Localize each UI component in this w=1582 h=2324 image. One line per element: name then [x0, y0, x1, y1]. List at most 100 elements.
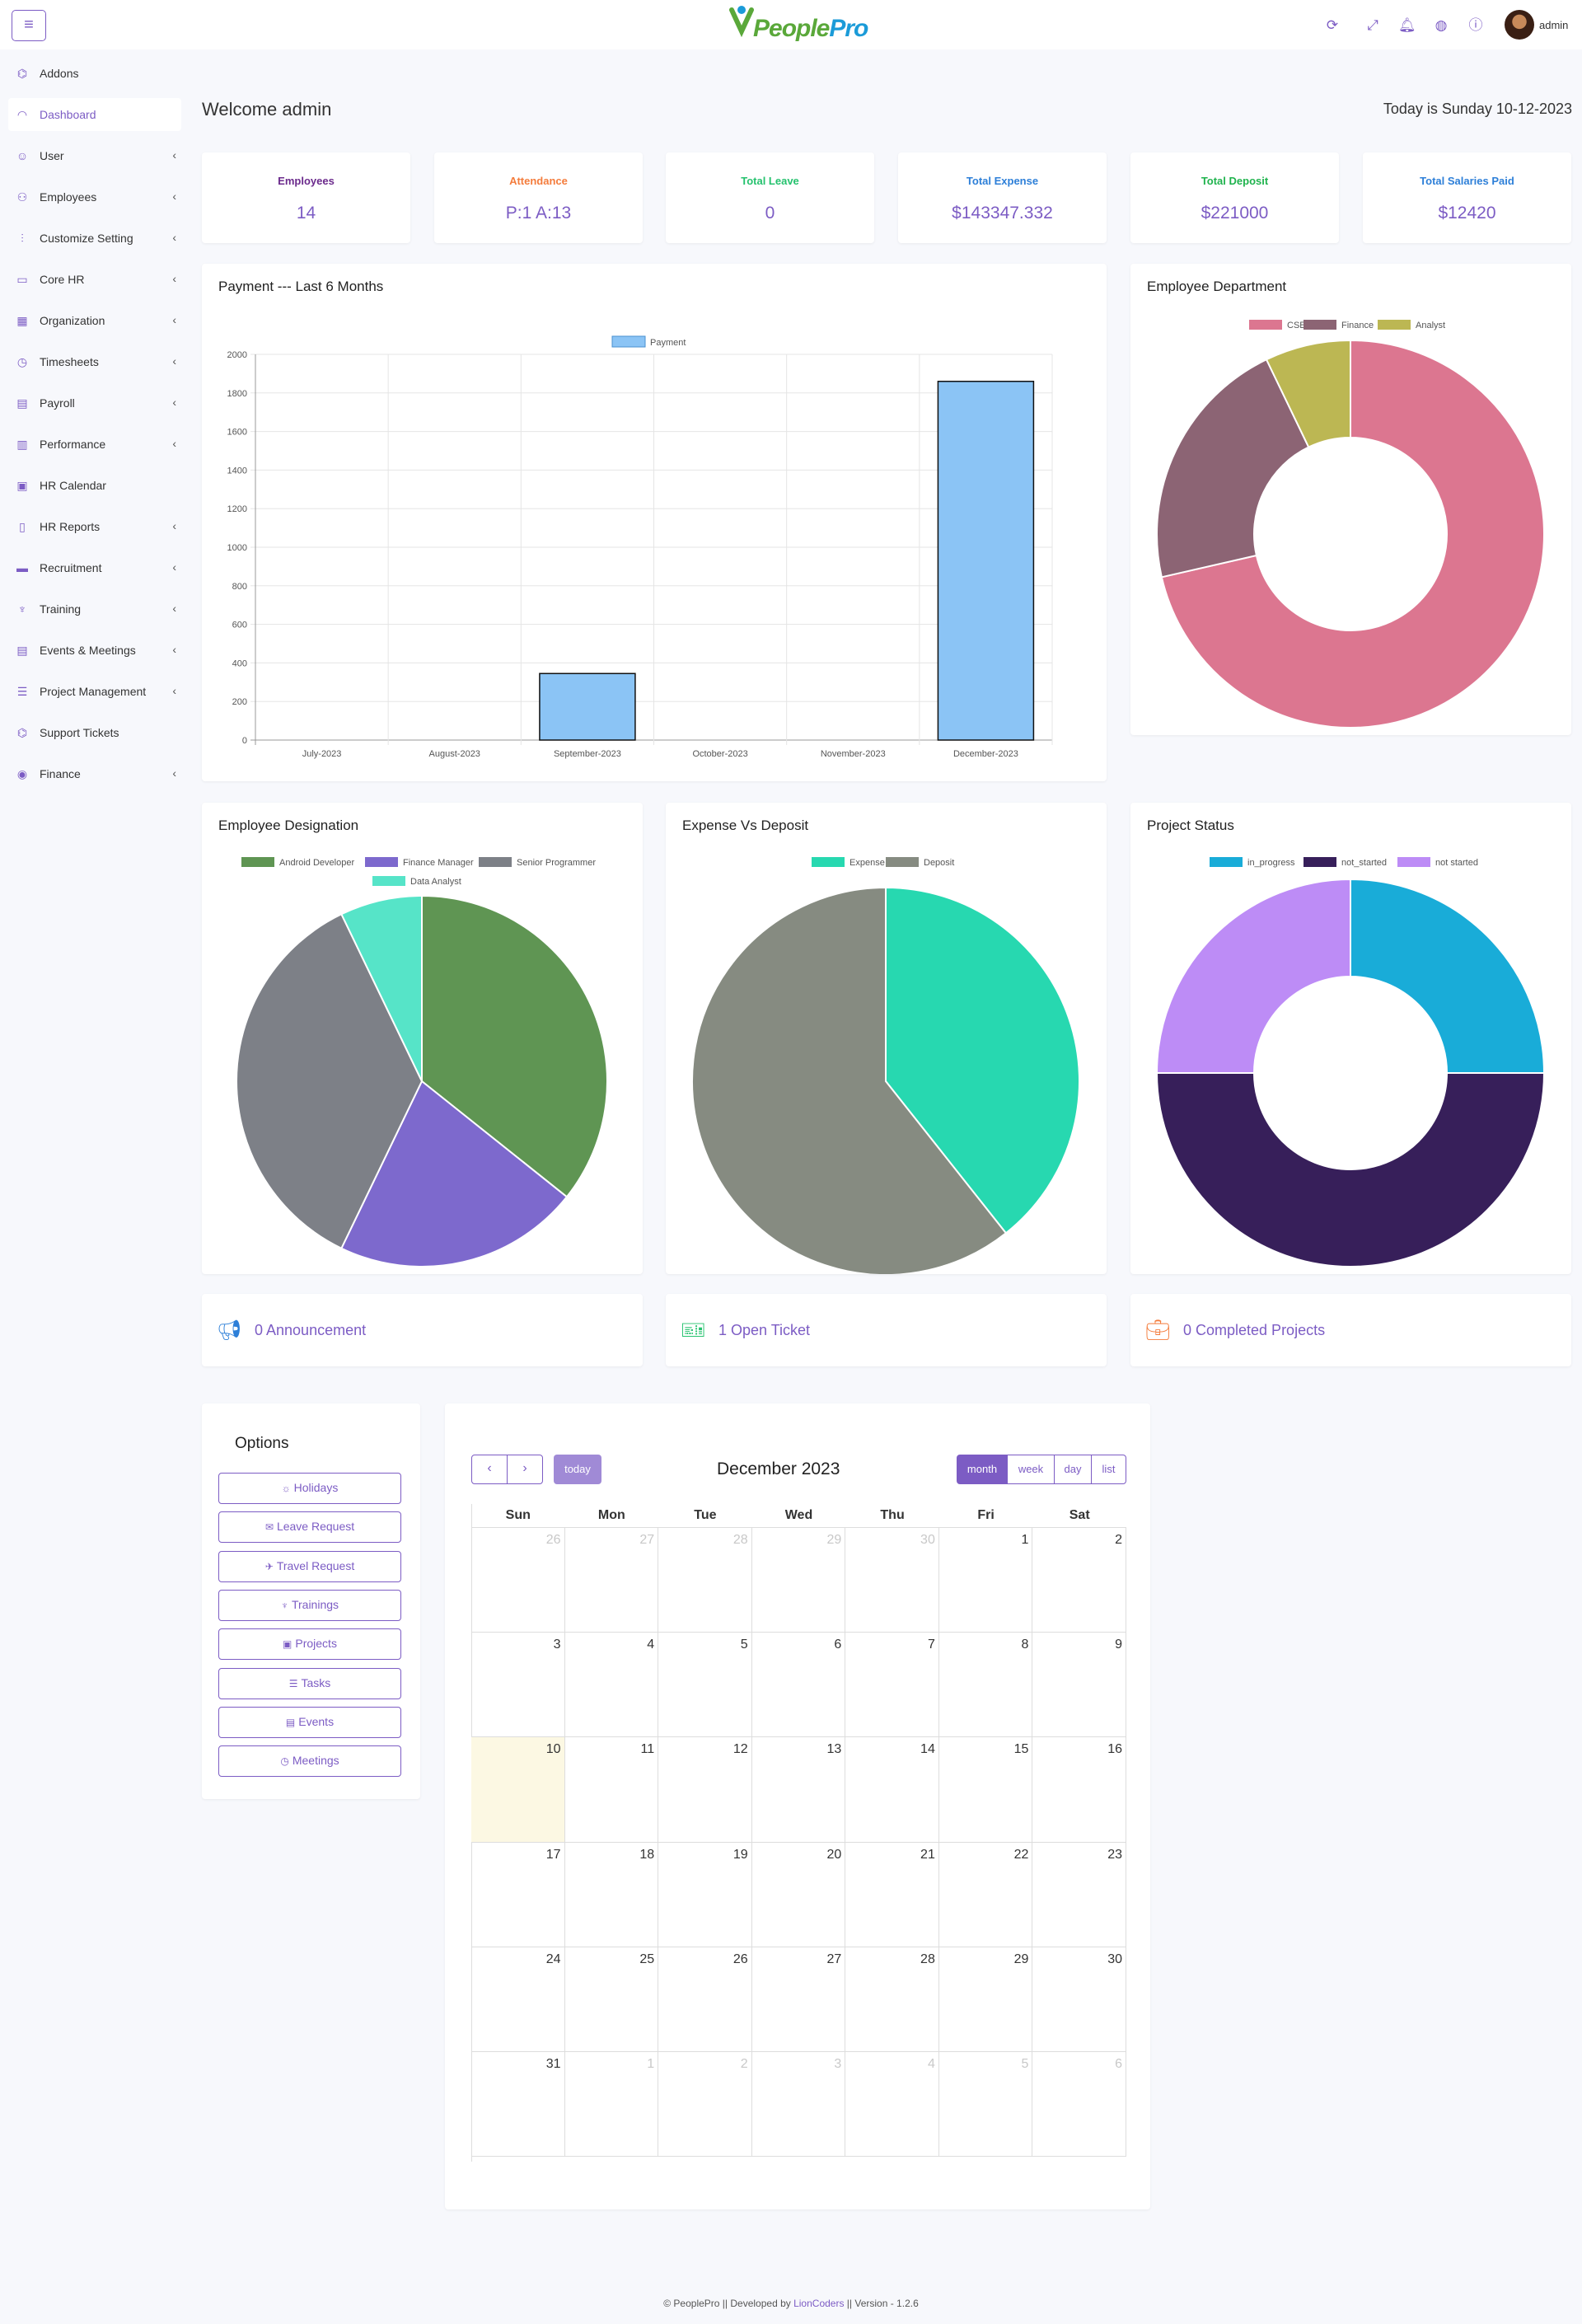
next-month-button[interactable]: ›	[507, 1455, 543, 1484]
view-list-button[interactable]: list	[1091, 1455, 1126, 1484]
calendar-day-cell[interactable]: 13	[751, 1737, 846, 1843]
meetings-button[interactable]: ◷ Meetings	[218, 1745, 401, 1778]
pie-slice[interactable]	[340, 894, 423, 1082]
tasks-button[interactable]: ☰ Tasks	[218, 1667, 401, 1699]
refresh-icon[interactable]: ⟳	[1326, 17, 1339, 33]
leave-request-button[interactable]: ✉ Leave Request	[218, 1511, 401, 1544]
sidebar-item-core-hr[interactable]: ▭ Core HR ‹	[8, 263, 181, 296]
avatar[interactable]	[1505, 10, 1534, 40]
user-name[interactable]: admin	[1539, 19, 1569, 31]
announcement-card[interactable]: 📢︎ 0 Announcement	[202, 1294, 643, 1366]
pie-slice[interactable]	[1350, 878, 1546, 1074]
sidebar-item-user[interactable]: ☺ User ‹	[8, 139, 181, 172]
calendar-day-cell[interactable]: 26	[658, 1947, 752, 2052]
calendar-day-cell[interactable]: 16	[1032, 1737, 1126, 1843]
sidebar-item-finance[interactable]: ◉ Finance ‹	[8, 757, 181, 783]
pie-slice[interactable]	[1265, 339, 1351, 448]
calendar-day-cell[interactable]: 15	[938, 1737, 1033, 1843]
pie-slice[interactable]	[1155, 1072, 1546, 1267]
hamburger-icon[interactable]: ≡	[12, 10, 46, 41]
calendar-day-cell[interactable]: 30	[1032, 1947, 1126, 2052]
calendar-day-cell[interactable]: 23	[1032, 1842, 1126, 1947]
sidebar-item-timesheets[interactable]: ◷ Timesheets ‹	[8, 345, 181, 378]
sidebar-item-employees[interactable]: ⚇ Employees ‹	[8, 180, 181, 213]
sidebar-item-support-tickets[interactable]: ⌬ Support Tickets	[8, 716, 181, 749]
completed-projects-card[interactable]: 💼︎ 0 Completed Projects	[1130, 1294, 1571, 1366]
pie-slice[interactable]	[236, 912, 424, 1250]
calendar-day-cell[interactable]: 1	[564, 2052, 659, 2158]
calendar-day-cell[interactable]: 19	[658, 1842, 752, 1947]
calendar-day-cell[interactable]: 10	[471, 1737, 565, 1843]
sidebar-item-project-management[interactable]: ☰ Project Management ‹	[8, 675, 181, 708]
holidays-button[interactable]: ☼ Holidays	[218, 1473, 401, 1504]
pie-slice[interactable]	[1155, 878, 1351, 1074]
calendar-day-cell[interactable]: 27	[751, 1947, 846, 2052]
calendar-day-cell[interactable]: 2	[1032, 1528, 1126, 1633]
bell-icon[interactable]: 🔔︎	[1398, 17, 1416, 33]
projects-button[interactable]: ▣ Projects	[218, 1628, 401, 1661]
app-logo[interactable]: PeoplePro	[725, 2, 868, 48]
prev-month-button[interactable]: ‹	[471, 1455, 508, 1484]
calendar-day-cell[interactable]: 14	[845, 1737, 939, 1843]
calendar-day-cell[interactable]: 5	[658, 1633, 752, 1738]
sidebar-item-customize-setting[interactable]: ⫶ Customize Setting ‹	[8, 222, 181, 255]
pie-slice[interactable]	[1156, 358, 1310, 579]
travel-request-button[interactable]: ✈ Travel Request	[218, 1550, 401, 1582]
calendar-day-cell[interactable]: 6	[751, 1633, 846, 1738]
calendar-day-cell[interactable]: 8	[938, 1633, 1033, 1738]
calendar-day-cell[interactable]: 6	[1032, 2052, 1126, 2158]
calendar-day-cell[interactable]: 3	[471, 1633, 565, 1738]
view-month-button[interactable]: month	[957, 1455, 1008, 1484]
sidebar-item-recruitment[interactable]: ▬ Recruitment ‹	[8, 551, 181, 584]
calendar-day-cell[interactable]: 20	[751, 1842, 846, 1947]
today-button[interactable]: today	[554, 1455, 601, 1484]
sidebar-item-payroll[interactable]: ▤ Payroll ‹	[8, 387, 181, 419]
sidebar-item-hr-reports[interactable]: ▯ HR Reports ‹	[8, 510, 181, 543]
calendar-day-cell[interactable]: 28	[845, 1947, 939, 2052]
pie-slice[interactable]	[885, 886, 1080, 1235]
sidebar-item-hr-calendar[interactable]: ▣ HR Calendar	[8, 469, 181, 502]
calendar-day-cell[interactable]: 9	[1032, 1633, 1126, 1738]
calendar-day-cell[interactable]: 5	[938, 2052, 1033, 2158]
sidebar-item-organization[interactable]: ▦ Organization ‹	[8, 304, 181, 337]
globe-icon[interactable]: ◍	[1435, 17, 1448, 33]
sidebar-item-training[interactable]: ♆ Training ‹	[8, 593, 181, 626]
trainings-button[interactable]: ♆ Trainings	[218, 1589, 401, 1621]
calendar-day-cell[interactable]: 22	[938, 1842, 1033, 1947]
calendar-day-cell[interactable]: 2	[658, 2052, 752, 2158]
view-day-button[interactable]: day	[1054, 1455, 1092, 1484]
pie-slice[interactable]	[691, 886, 1008, 1274]
pie-slice[interactable]	[340, 1080, 569, 1267]
calendar-day-cell[interactable]: 21	[845, 1842, 939, 1947]
calendar-day-cell[interactable]: 3	[751, 2052, 846, 2158]
pie-slice[interactable]	[421, 894, 608, 1198]
calendar-day-cell[interactable]: 4	[564, 1633, 659, 1738]
footer-link[interactable]: LionCoders	[793, 2298, 845, 2309]
calendar-day-cell[interactable]: 26	[471, 1528, 565, 1633]
calendar-day-cell[interactable]: 1	[938, 1528, 1033, 1633]
calendar-day-cell[interactable]: 18	[564, 1842, 659, 1947]
fullscreen-icon[interactable]: ⤢	[1367, 17, 1378, 33]
payment-bar[interactable]	[539, 672, 636, 741]
calendar-day-cell[interactable]: 11	[564, 1737, 659, 1843]
calendar-day-cell[interactable]: 24	[471, 1947, 565, 2052]
calendar-day-cell[interactable]: 30	[845, 1528, 939, 1633]
calendar-day-cell[interactable]: 29	[751, 1528, 846, 1633]
calendar-day-cell[interactable]: 31	[471, 2052, 565, 2158]
open-ticket-card[interactable]: 🎫︎ 1 Open Ticket	[666, 1294, 1107, 1366]
sidebar-item-addons[interactable]: ⌬ Addons	[8, 57, 181, 90]
calendar-day-cell[interactable]: 7	[845, 1633, 939, 1738]
sidebar-item-events-meetings[interactable]: ▤ Events & Meetings ‹	[8, 634, 181, 667]
calendar-day-cell[interactable]: 4	[845, 2052, 939, 2158]
calendar-day-cell[interactable]: 12	[658, 1737, 752, 1843]
view-week-button[interactable]: week	[1007, 1455, 1055, 1484]
sidebar-item-performance[interactable]: ▥ Performance ‹	[8, 428, 181, 461]
calendar-day-cell[interactable]: 29	[938, 1947, 1033, 2052]
payment-bar[interactable]	[937, 381, 1035, 741]
calendar-day-cell[interactable]: 17	[471, 1842, 565, 1947]
info-icon[interactable]: ⓘ	[1468, 17, 1483, 33]
calendar-day-cell[interactable]: 27	[564, 1528, 659, 1633]
events-button[interactable]: ▤ Events	[218, 1706, 401, 1738]
calendar-day-cell[interactable]: 25	[564, 1947, 659, 2052]
pie-slice[interactable]	[1160, 339, 1545, 729]
